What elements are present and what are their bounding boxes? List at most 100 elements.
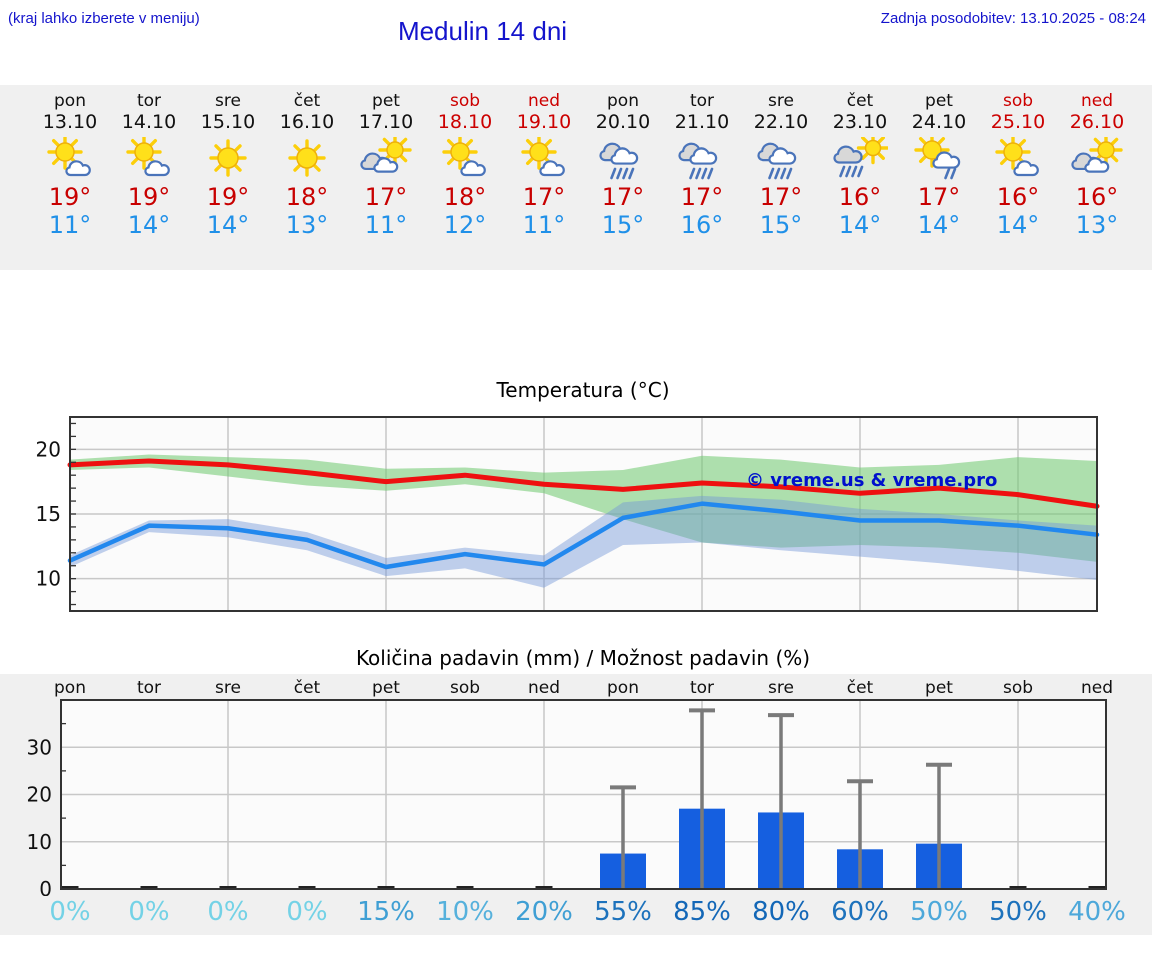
precip-zero-bar (535, 886, 553, 889)
forecast-day-column: ned 26.10 16° 13° (1058, 85, 1137, 270)
rain-icon (678, 142, 718, 180)
day-name: sre (215, 91, 241, 111)
partly-sunny-icon (521, 137, 565, 177)
temp-min: 15° (759, 211, 803, 239)
day-date: 22.10 (753, 111, 809, 133)
temp-max: 19° (127, 183, 171, 211)
precip-probability-label: 40% (1068, 897, 1126, 927)
y-tick-label: 20 (36, 437, 61, 461)
temp-min: 14° (206, 211, 250, 239)
precip-probability-label: 60% (831, 897, 889, 927)
precip-zero-bar (1009, 886, 1027, 889)
day-name: pet (372, 91, 400, 111)
last-updated-text: Zadnja posodobitev: 13.10.2025 - 08:24 (880, 10, 1146, 27)
day-date: 13.10 (42, 111, 98, 133)
precip-zero-bar (219, 886, 237, 889)
y-tick-label: 0 (39, 877, 52, 896)
y-tick-label: 20 (27, 783, 52, 807)
forecast-day-column: ned 19.10 17° 11° (505, 85, 584, 270)
temp-min: 11° (364, 211, 408, 239)
precip-day-label: sre (215, 678, 241, 698)
temp-min: 13° (285, 211, 329, 239)
day-date: 15.10 (200, 111, 256, 133)
forecast-day-column: pon 13.10 19° 11° (31, 85, 110, 270)
forecast-day-column: pet 17.10 17° 11° (347, 85, 426, 270)
temp-min: 15° (601, 211, 645, 239)
temp-min: 14° (917, 211, 961, 239)
temp-max: 17° (917, 183, 961, 211)
precip-day-label: čet (293, 678, 321, 698)
forecast-day-column: pet 24.10 17° 14° (900, 85, 979, 270)
precip-probability-label: 50% (910, 897, 968, 927)
temp-max: 16° (838, 183, 882, 211)
sunny-icon (288, 139, 326, 177)
precip-probability-label: 15% (357, 897, 415, 927)
temp-max: 19° (48, 183, 92, 211)
mostly-cloudy-icon (360, 137, 412, 173)
partly-sunny-icon (442, 137, 486, 177)
day-date: 24.10 (911, 111, 967, 133)
day-name: čet (846, 91, 874, 111)
temp-min: 11° (48, 211, 92, 239)
forecast-day-column: sob 18.10 18° 12° (426, 85, 505, 270)
precip-probability-label: 0% (286, 897, 328, 927)
temp-plot-frame (69, 416, 1098, 612)
sun-shower-icon (914, 137, 961, 180)
temp-max: 16° (1075, 183, 1119, 211)
mostly-cloudy-icon (1071, 137, 1123, 173)
forecast-day-column: tor 14.10 19° 14° (110, 85, 189, 270)
day-name: tor (689, 91, 715, 111)
day-date: 18.10 (437, 111, 493, 133)
forecast-strip: pon 13.10 19° 11° tor 14.10 19° 14° sre 15.10 19° 1… (0, 85, 1152, 270)
temp-max: 17° (364, 183, 408, 211)
day-name: sob (449, 91, 481, 111)
precip-day-label: pet (925, 678, 953, 698)
precip-day-label: ned (527, 678, 561, 698)
precip-panel: pon tor sre čet pet sob ned pon tor sre čet pet sob n… (0, 674, 1152, 935)
min-temperature-line (67, 501, 1100, 570)
temp-max: 17° (680, 183, 724, 211)
day-name: sre (768, 91, 794, 111)
rain-icon (757, 142, 797, 180)
precip-day-label: tor (136, 678, 162, 698)
partly-sunny-icon (995, 137, 1039, 177)
precip-probability-label: 0% (207, 897, 249, 927)
day-name: ned (527, 91, 561, 111)
y-tick-label: 30 (27, 735, 52, 759)
temp-max: 18° (443, 183, 487, 211)
partly-sunny-icon (47, 137, 91, 177)
temperature-chart: 10 15 20 © vreme.us & vreme.pro (36, 416, 1100, 612)
precip-probability-label: 0% (128, 897, 170, 927)
forecast-day-column: tor 21.10 17° 16° (663, 85, 742, 270)
rain-icon (599, 142, 639, 180)
day-name: pet (925, 91, 953, 111)
sunny-icon (209, 139, 247, 177)
temp-max: 17° (759, 183, 803, 211)
precip-zero-bar (456, 886, 474, 889)
day-date: 21.10 (674, 111, 730, 133)
precip-probability-label: 85% (673, 897, 731, 927)
temp-min: 14° (838, 211, 882, 239)
precip-probability-label: 10% (436, 897, 494, 927)
temp-min: 13° (1075, 211, 1119, 239)
precip-zero-bar (1088, 886, 1106, 889)
day-name: čet (293, 91, 321, 111)
precip-probability-label: 55% (594, 897, 652, 927)
precip-zero-bar (298, 886, 316, 889)
precip-plot-frame (60, 699, 1107, 890)
temp-max: 18° (285, 183, 329, 211)
precip-day-label: tor (689, 678, 715, 698)
watermark-link[interactable]: © vreme.us & vreme.pro (746, 470, 997, 491)
precip-day-label: pon (54, 678, 86, 698)
precip-zero-bar (140, 886, 158, 889)
temp-min: 12° (443, 211, 487, 239)
temp-min: 11° (522, 211, 566, 239)
page-title: Medulin 14 dni (397, 16, 568, 46)
day-date: 20.10 (595, 111, 651, 133)
day-name: ned (1080, 91, 1114, 111)
precip-day-label: pon (607, 678, 639, 698)
forecast-day-column: čet 23.10 16° 14° (821, 85, 900, 270)
day-name: pon (54, 91, 86, 111)
day-date: 19.10 (516, 111, 572, 133)
